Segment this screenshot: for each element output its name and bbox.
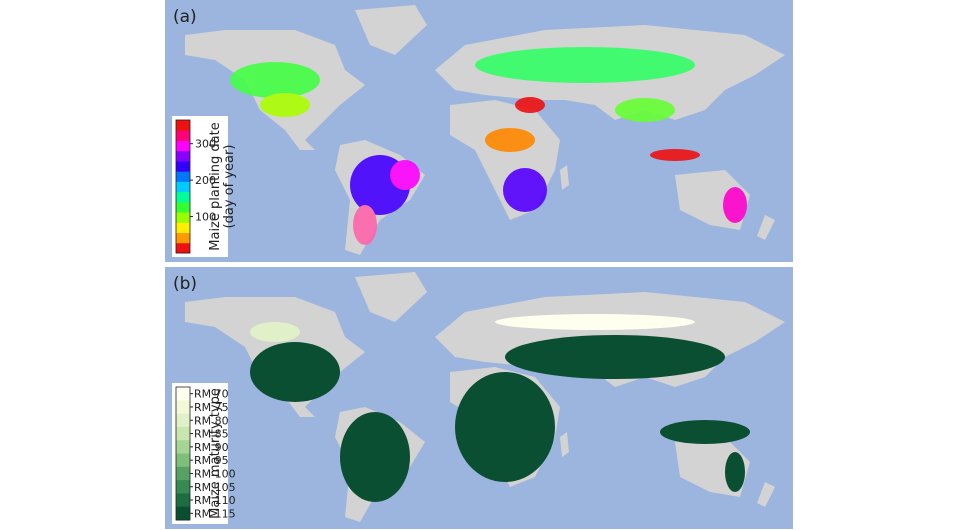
colorbar-tick-label: RM 105 bbox=[194, 481, 236, 494]
colorbar-band bbox=[176, 506, 190, 521]
colorbar-band bbox=[176, 413, 190, 428]
colorbar-band bbox=[176, 387, 190, 401]
colorbar-band bbox=[176, 440, 190, 454]
panel-label: (a) bbox=[173, 7, 197, 27]
colorbar-title: Maize planting date bbox=[208, 122, 223, 250]
colorbar-tick-label: RM 100 bbox=[194, 467, 236, 480]
colorbar-title: Maize maturity type bbox=[208, 388, 223, 519]
colorbar-band bbox=[176, 150, 190, 162]
colorbar-tick-label: 200 bbox=[195, 174, 216, 187]
colorbar-tick-label: 300 bbox=[195, 138, 216, 151]
colorbar-band bbox=[176, 493, 190, 508]
colorbar-band bbox=[176, 242, 190, 254]
panel-label: (b) bbox=[173, 274, 197, 294]
colorbar-tick-label: RM 85 bbox=[194, 428, 229, 441]
colorbar-band bbox=[176, 426, 190, 441]
colorbar-tick-label: 100 bbox=[195, 211, 216, 224]
colorbar-tick-label: RM 80 bbox=[194, 414, 229, 427]
colorbar-tick-label: RM 95 bbox=[194, 454, 229, 467]
planting-overlay bbox=[230, 47, 747, 245]
colorbar-band bbox=[176, 212, 190, 223]
colorbar-frame bbox=[175, 386, 191, 521]
maturity-overlay bbox=[250, 314, 750, 502]
colorbar-tick-label: RM 75 bbox=[194, 401, 229, 414]
colorbar-band bbox=[176, 191, 190, 203]
colorbar-title: (day of year) bbox=[222, 145, 237, 229]
colorbar-band bbox=[176, 201, 190, 213]
colorbar-band bbox=[176, 453, 190, 468]
colorbar-frame bbox=[175, 119, 191, 254]
colorbar-band bbox=[176, 171, 190, 182]
colorbar-tick-label: RM 70 bbox=[194, 388, 229, 401]
colorbar-band bbox=[176, 222, 190, 234]
colorbar-band bbox=[176, 120, 190, 131]
colorbar-tick-label: RM 110 bbox=[194, 494, 236, 507]
colorbar-tick-label: RM 90 bbox=[194, 441, 229, 454]
colorbar-band bbox=[176, 480, 190, 494]
colorbar-band bbox=[176, 466, 190, 481]
colorbar-band bbox=[176, 181, 190, 193]
colorbar-band bbox=[176, 130, 190, 141]
colorbar-band bbox=[176, 160, 190, 172]
colorbar-tick-label: RM 115 bbox=[194, 507, 236, 520]
colorbar-band bbox=[176, 232, 190, 244]
colorbar-band bbox=[176, 400, 190, 415]
colorbar-band bbox=[176, 140, 190, 152]
